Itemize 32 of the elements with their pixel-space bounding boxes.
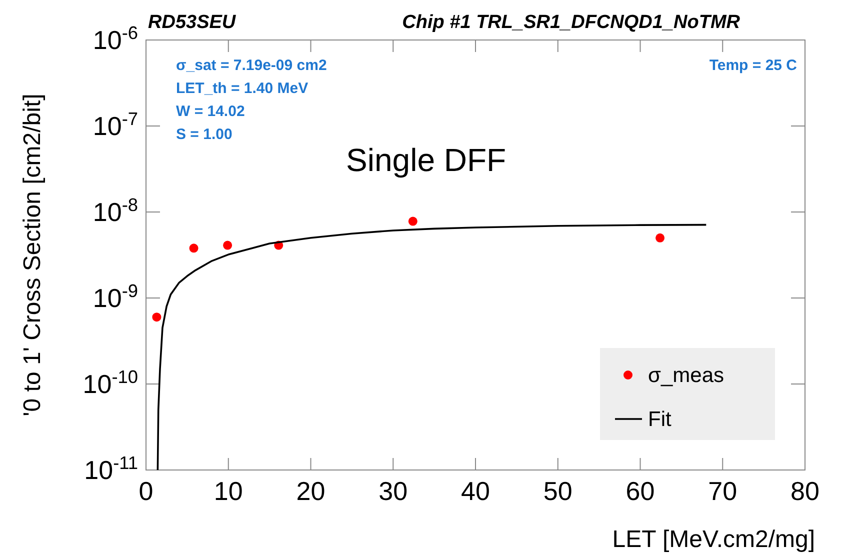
x-tick-label: 0 — [138, 476, 154, 506]
annotation: Single DFF — [346, 142, 506, 178]
y-tick-label: 10$^{-6}$ — [92, 23, 138, 55]
point — [223, 240, 232, 250]
x-tick-label: 40 — [461, 476, 490, 506]
annotation: σ_sat = 7.19e-09 cm2 — [176, 57, 327, 74]
annotation: Temp = 25 C — [709, 57, 798, 74]
annotation: W = 14.02 — [176, 103, 245, 120]
y-tick-label: 10$^{-9}$ — [92, 281, 138, 313]
x-tick-label: 70 — [708, 476, 738, 506]
chart-title: RD53SEU — [148, 12, 237, 33]
y-tick-label: 10$^{-11}$ — [84, 453, 138, 485]
x-tick-label: 10 — [214, 476, 243, 506]
y-tick-label: 10$^{-8}$ — [92, 195, 138, 227]
y-tick-label: 10$^{-7}$ — [92, 109, 138, 141]
annotation: S = 1.00 — [176, 126, 232, 143]
y-tick-label: 10$^{-10}$ — [82, 367, 138, 399]
legend-label: Fit — [648, 408, 672, 431]
annotation: LET_th = 1.40 MeV — [176, 80, 308, 97]
point — [408, 216, 418, 226]
x-tick-label: 80 — [790, 476, 820, 506]
x-tick-label: 60 — [626, 476, 655, 506]
x-tick-label: 50 — [543, 476, 572, 506]
x-axis-title: LET [MeV.cm2/mg] — [612, 526, 815, 553]
chart-subtitle: Chip #1 TRL_SR1_DFCNQD1_NoTMR — [402, 12, 740, 33]
point — [189, 244, 198, 253]
y-axis-title: '0 to 1' Cross Section [cm2/bit] — [19, 94, 46, 416]
legend-label: σ_meas — [648, 364, 724, 387]
point — [656, 233, 665, 242]
x-tick-label: 20 — [296, 476, 326, 506]
point — [152, 312, 162, 322]
x-tick-label: 30 — [378, 476, 408, 506]
